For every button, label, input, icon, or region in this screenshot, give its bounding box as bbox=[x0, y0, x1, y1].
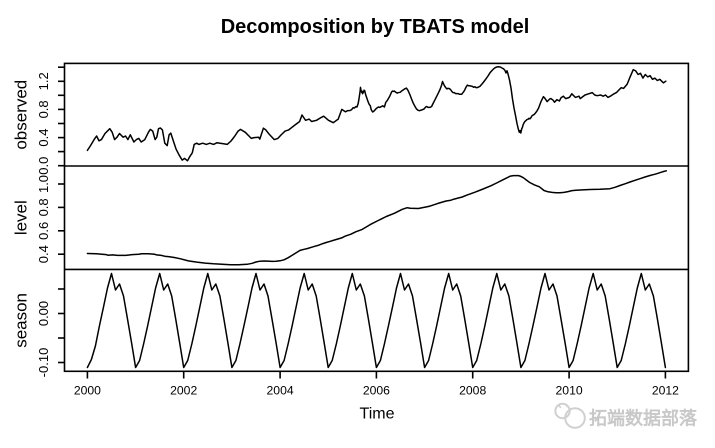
svg-text:2008: 2008 bbox=[459, 384, 486, 398]
svg-text:observed: observed bbox=[12, 80, 31, 150]
svg-text:0.8: 0.8 bbox=[36, 198, 51, 216]
svg-text:-0.10: -0.10 bbox=[36, 348, 51, 378]
svg-text:2002: 2002 bbox=[170, 384, 197, 398]
svg-text:1.0: 1.0 bbox=[36, 175, 51, 193]
svg-text:0.00: 0.00 bbox=[36, 301, 51, 326]
svg-text:拓端数据部落: 拓端数据部落 bbox=[589, 408, 698, 429]
svg-text:0.0: 0.0 bbox=[36, 157, 51, 175]
svg-text:2006: 2006 bbox=[363, 384, 390, 398]
svg-text:2012: 2012 bbox=[652, 384, 679, 398]
svg-text:Time: Time bbox=[360, 406, 395, 423]
svg-text:2000: 2000 bbox=[74, 384, 101, 398]
svg-text:2010: 2010 bbox=[556, 384, 583, 398]
svg-text:level: level bbox=[12, 200, 31, 235]
svg-text:0.6: 0.6 bbox=[36, 222, 51, 240]
svg-text:2004: 2004 bbox=[267, 384, 294, 398]
svg-text:Decomposition by TBATS model: Decomposition by TBATS model bbox=[221, 16, 530, 38]
svg-text:0.4: 0.4 bbox=[36, 245, 51, 263]
svg-text:0.8: 0.8 bbox=[36, 100, 51, 118]
svg-text:season: season bbox=[12, 293, 31, 348]
svg-text:0.4: 0.4 bbox=[36, 129, 51, 147]
svg-text:1.2: 1.2 bbox=[36, 72, 51, 90]
